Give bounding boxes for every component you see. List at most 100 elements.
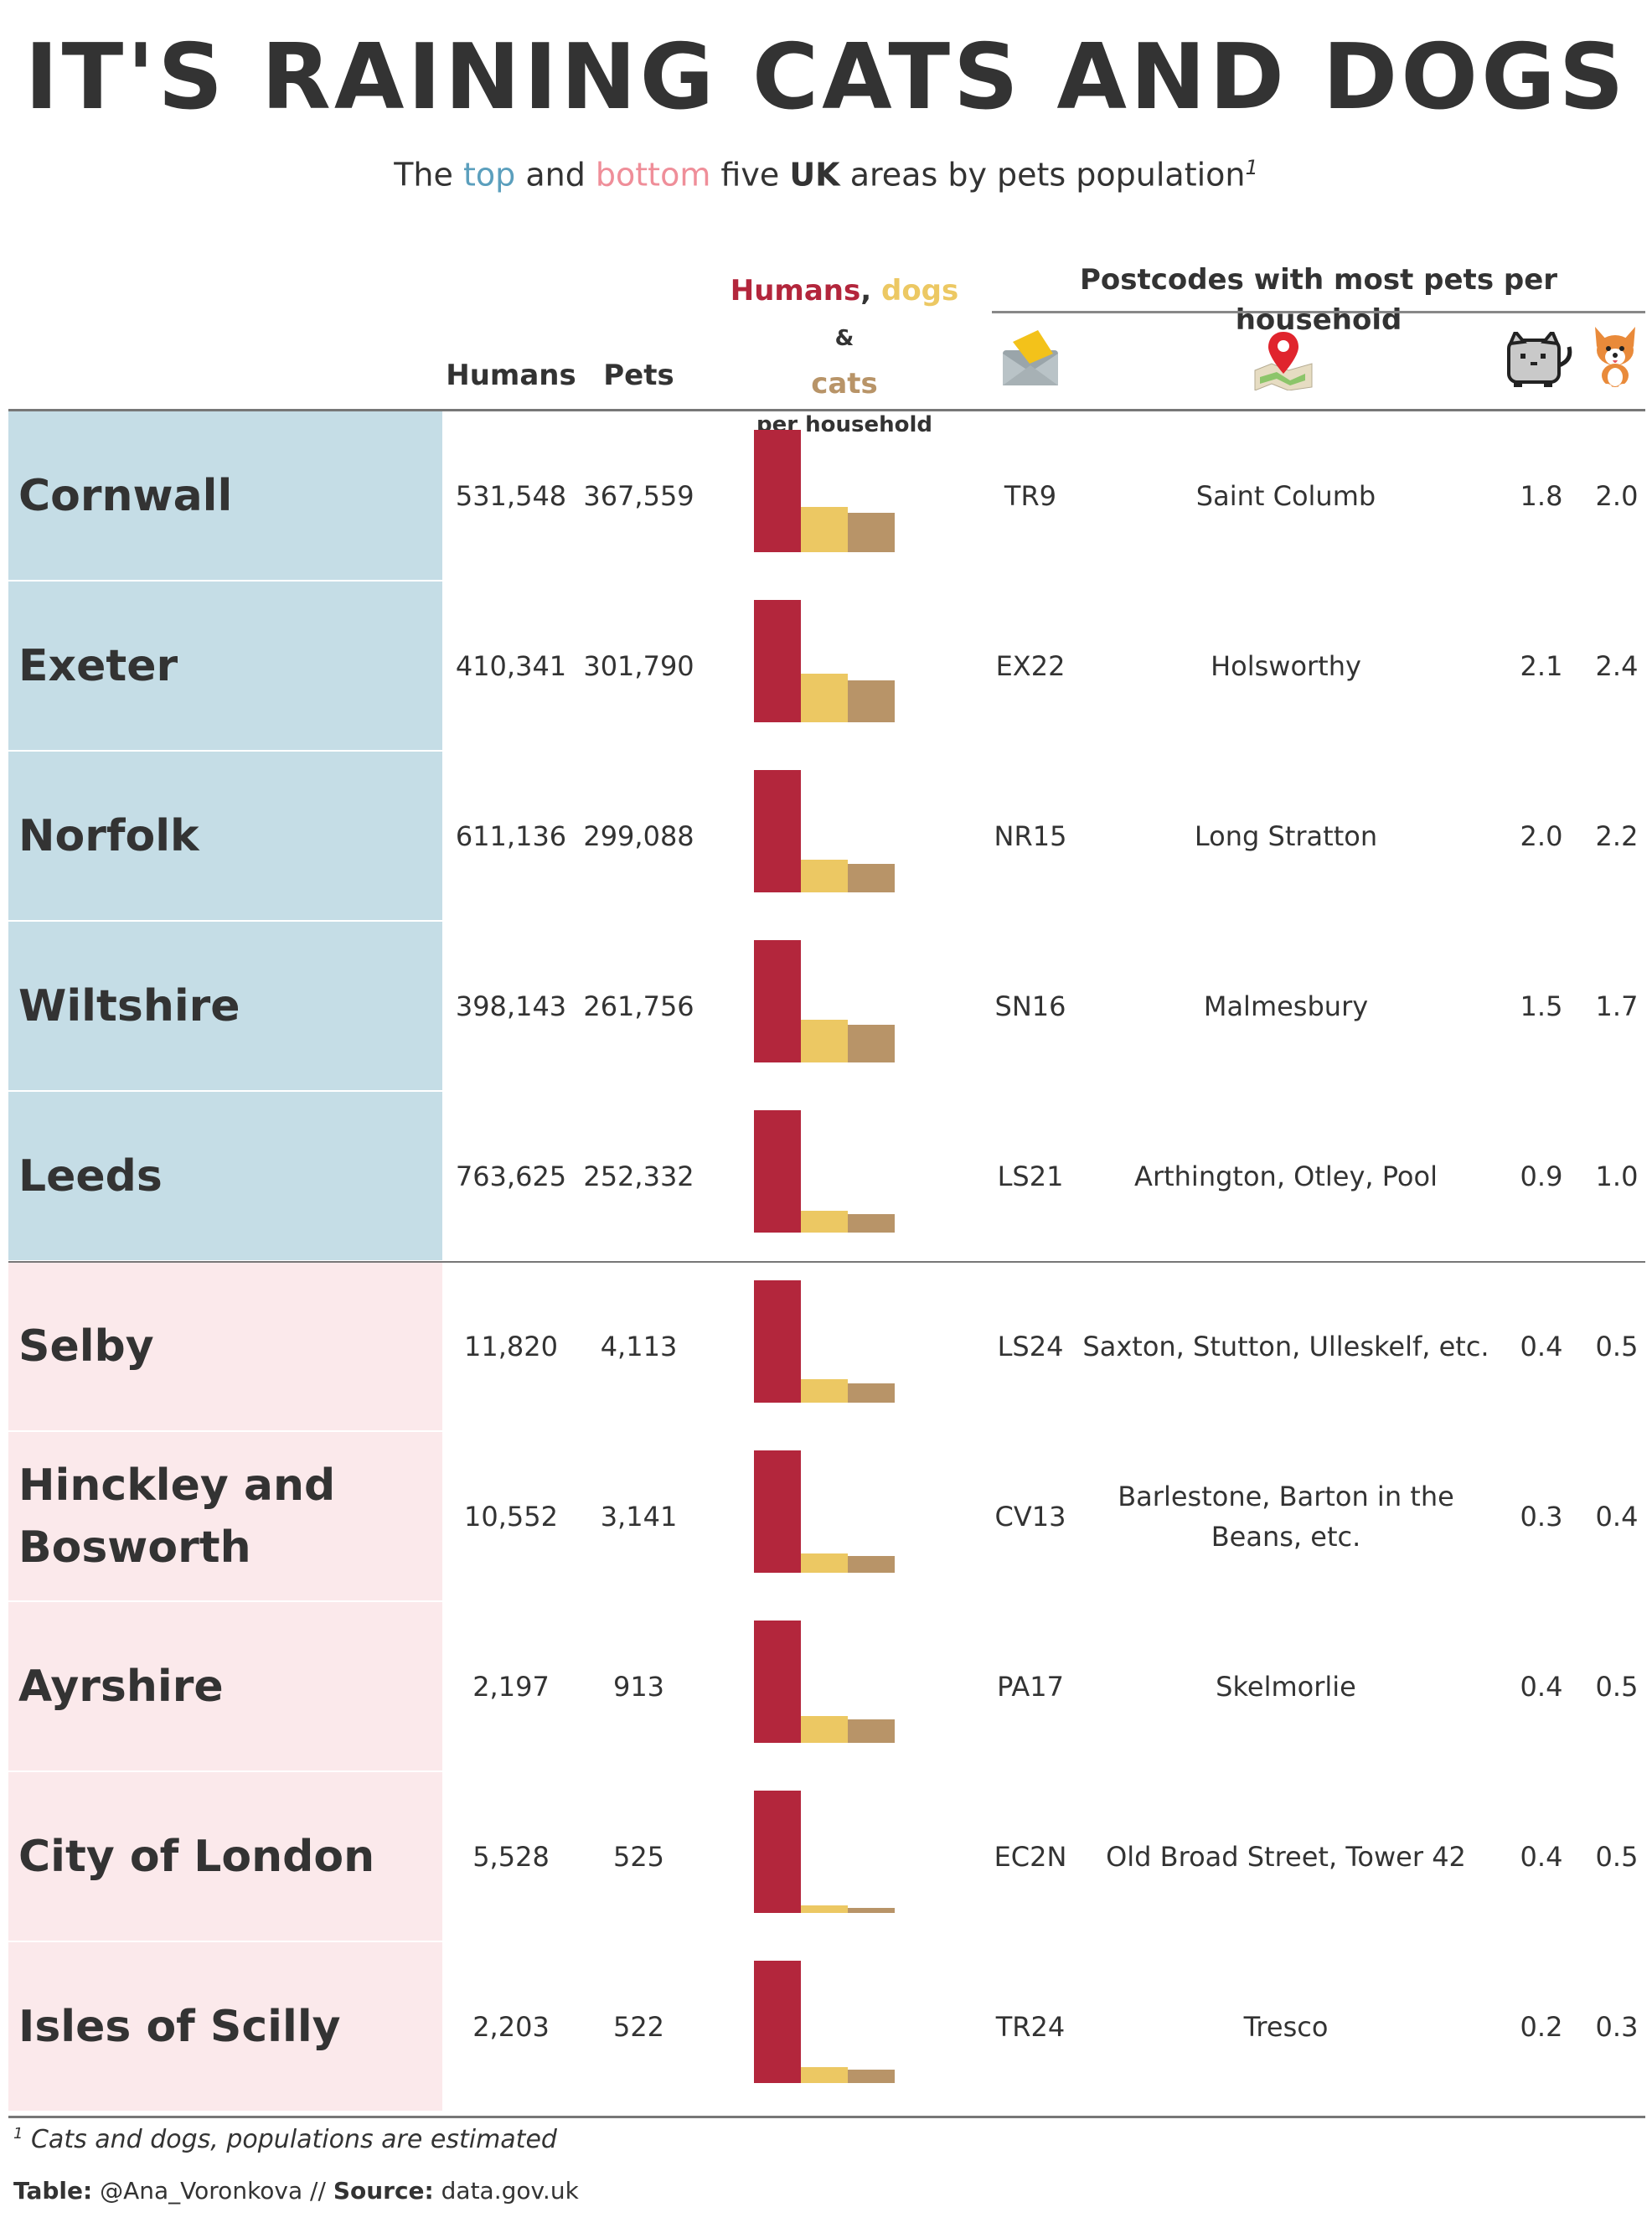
humans-value: 10,552 (464, 1500, 558, 1533)
table-row: Cornwall 531,548 367,559 TR9 Saint Columb 1.8… (0, 411, 1652, 582)
bar-dogs (801, 1211, 848, 1233)
table-row: Isles of Scilly 2,203 522 TR24 Tresco 0.2 0.3 (0, 1942, 1652, 2112)
dogs-per-household-value: 0.5 (1595, 1670, 1639, 1703)
cats-per-household-value: 1.8 (1520, 479, 1563, 512)
bar-cats (848, 680, 895, 722)
legend-amp: & (834, 326, 854, 351)
legend-humans: Humans (730, 274, 861, 308)
subtitle-text: The (394, 156, 463, 194)
area-name: Hinckley and Bosworth (8, 1432, 442, 1600)
credits-table-value: @Ana_Voronkova // (92, 2177, 333, 2205)
dogs-per-household-value: 0.5 (1595, 1840, 1639, 1873)
cats-per-household-value: 0.4 (1520, 1330, 1563, 1362)
per-household-bars (754, 1092, 955, 1260)
pets-value: 913 (612, 1670, 665, 1703)
postcode-value: CV13 (994, 1500, 1066, 1533)
cats-per-household-value: 2.0 (1520, 819, 1563, 852)
area-name: Exeter (8, 582, 442, 750)
bar-cats (848, 1556, 895, 1573)
place-value: Holsworthy (1211, 649, 1361, 682)
footnote-text: Cats and dogs, populations are estimated (23, 2125, 557, 2154)
cats-per-household-value: 2.1 (1520, 649, 1563, 682)
place-value: Skelmorlie (1216, 1670, 1356, 1703)
area-name: Ayrshire (8, 1602, 442, 1771)
dogs-per-household-value: 1.0 (1595, 1160, 1639, 1192)
bar-dogs (801, 1716, 848, 1743)
pets-value: 525 (612, 1840, 665, 1873)
bar-humans (754, 1450, 801, 1573)
header-postcodes: Postcodes with most pets per household (1079, 263, 1558, 337)
bar-dogs (801, 1553, 848, 1573)
cats-per-household-value: 0.3 (1520, 1500, 1563, 1533)
table-row: Hinckley and Bosworth 10,552 3,141 CV13 Barl… (0, 1432, 1652, 1602)
bar-cats (848, 1214, 895, 1233)
subtitle-footnote-marker: 1 (1245, 156, 1258, 179)
pets-value: 4,113 (600, 1330, 678, 1362)
humans-value: 11,820 (464, 1330, 558, 1362)
table-row: Exeter 410,341 301,790 EX22 Holsworthy 2.1 2.4 (0, 582, 1652, 752)
area-name: City of London (8, 1772, 442, 1941)
pets-value: 252,332 (583, 1160, 694, 1192)
per-household-bars (754, 1262, 955, 1430)
header-rule (8, 409, 1645, 411)
subtitle-text: five (710, 156, 790, 194)
dogs-per-household-value: 0.4 (1595, 1500, 1639, 1533)
bar-dogs (801, 1905, 848, 1913)
cats-per-household-value: 0.4 (1520, 1840, 1563, 1873)
pets-value: 299,088 (583, 819, 694, 852)
group-divider (8, 1261, 1645, 1263)
postcode-value: SN16 (994, 990, 1066, 1022)
footnote-marker: 1 (13, 2125, 23, 2143)
bar-humans (754, 1961, 801, 2083)
area-name: Norfolk (8, 752, 442, 920)
envelope-icon (1003, 330, 1058, 385)
bar-cats (848, 1719, 895, 1743)
bar-humans (754, 940, 801, 1062)
header-bars: Humans, dogs & cats per household (719, 268, 970, 443)
postcode-value: NR15 (994, 819, 1067, 852)
humans-value: 763,625 (455, 1160, 567, 1192)
chart-subtitle: The top and bottom five UK areas by pets… (0, 144, 1652, 199)
area-name: Wiltshire (8, 922, 442, 1090)
humans-value: 410,341 (455, 649, 567, 682)
bar-cats (848, 2070, 895, 2083)
per-household-bars (754, 1602, 955, 1771)
humans-value: 2,203 (472, 2010, 550, 2043)
subtitle-bottom: bottom (595, 156, 711, 194)
pets-value: 3,141 (600, 1500, 678, 1533)
cats-per-household-value: 0.4 (1520, 1670, 1563, 1703)
bar-dogs (801, 674, 848, 722)
bar-humans (754, 1280, 801, 1403)
bar-cats (848, 1908, 895, 1913)
postcode-value: EC2N (994, 1840, 1067, 1873)
humans-value: 531,548 (455, 479, 567, 512)
cat-icon (1507, 332, 1572, 387)
cats-per-household-value: 1.5 (1520, 990, 1563, 1022)
postcode-value: TR9 (1004, 479, 1057, 512)
credits-source-label: Source: (333, 2177, 434, 2205)
pets-value: 522 (612, 2010, 665, 2043)
per-household-bars (754, 411, 955, 580)
bar-humans (754, 770, 801, 892)
header-humans: Humans (446, 359, 576, 392)
humans-value: 611,136 (455, 819, 567, 852)
subtitle-top: top (462, 156, 516, 194)
table-row: Norfolk 611,136 299,088 NR15 Long Stratton 2.… (0, 752, 1652, 922)
place-value: Tresco (1243, 2010, 1329, 2043)
humans-value: 398,143 (455, 990, 567, 1022)
place-value: Saxton, Stutton, Ulleskelf, etc. (1082, 1330, 1489, 1362)
area-name: Isles of Scilly (8, 1942, 442, 2111)
dogs-per-household-value: 1.7 (1595, 990, 1639, 1022)
postcode-value: EX22 (995, 649, 1066, 682)
per-household-bars (754, 1942, 955, 2111)
cats-per-household-value: 0.9 (1520, 1160, 1563, 1192)
subtitle-text: areas by pets population (839, 156, 1246, 194)
legend-cats: cats (811, 367, 878, 401)
pets-value: 301,790 (583, 649, 694, 682)
humans-value: 5,528 (472, 1840, 550, 1873)
dogs-per-household-value: 2.0 (1595, 479, 1639, 512)
place-value: Long Stratton (1194, 819, 1378, 852)
subtitle-text: and (515, 156, 596, 194)
bar-dogs (801, 1020, 848, 1062)
cats-per-household-value: 0.2 (1520, 2010, 1563, 2043)
